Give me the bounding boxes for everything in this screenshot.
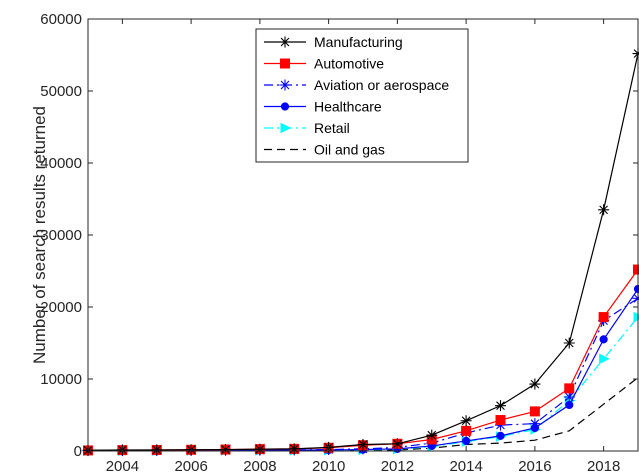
- y-tick-label-1: 10000: [40, 371, 82, 388]
- data-point-1-11: [461, 425, 472, 436]
- legend-marker-2: [279, 79, 291, 91]
- y-tick-label-6: 60000: [40, 11, 82, 28]
- data-point-2-12: [495, 419, 506, 431]
- data-point-0-9: [391, 438, 403, 450]
- legend-label-1: Automotive: [314, 56, 384, 72]
- data-point-0-10: [426, 429, 438, 441]
- data-point-3-15: [599, 335, 608, 344]
- data-point-0-4: [220, 444, 231, 456]
- legend: Manufacturing Automotive Aviation or aeros…: [255, 28, 469, 163]
- legend-label-5: Oil and gas: [314, 142, 385, 158]
- data-point-1-12: [495, 415, 506, 426]
- data-point-1-14: [564, 383, 575, 394]
- legend-marker-1: [280, 58, 290, 69]
- data-point-0-6: [288, 443, 300, 455]
- x-tick-label-0: 2004: [106, 458, 139, 475]
- legend-label-2: Aviation or aerospace: [314, 77, 449, 93]
- y-tick-label-3: 30000: [40, 227, 82, 244]
- y-tick-label-4: 40000: [40, 155, 82, 172]
- legend-label-3: Healthcare: [314, 99, 382, 115]
- data-point-0-15: [598, 204, 610, 216]
- data-point-0-14: [563, 337, 575, 349]
- legend-entry-5: Oil and gas: [264, 142, 385, 158]
- data-point-4-15: [599, 353, 610, 365]
- legend-label-4: Retail: [314, 120, 350, 136]
- data-point-2-13: [529, 418, 541, 430]
- x-tick-label-4: 2012: [381, 458, 414, 475]
- x-tick-label-6: 2016: [518, 458, 551, 475]
- data-point-0-11: [460, 415, 472, 427]
- x-tick-label-7: 2018: [587, 458, 620, 475]
- x-tick-label-1: 2006: [174, 458, 207, 475]
- x-tick-label-3: 2010: [312, 458, 345, 475]
- data-point-0-8: [357, 439, 369, 451]
- legend-entry-2: Aviation or aerospace: [264, 77, 449, 93]
- data-point-1-15: [598, 312, 609, 323]
- y-tick-label-2: 20000: [40, 299, 82, 316]
- legend-marker-4: [280, 122, 292, 134]
- legend-entry-4: Retail: [264, 120, 350, 136]
- data-point-3-12: [496, 431, 505, 440]
- legend-box: [255, 28, 469, 163]
- y-tick-label-0: 0: [74, 443, 82, 460]
- legend-entry-1: Automotive: [264, 56, 384, 72]
- x-tick-label-2: 2008: [243, 458, 276, 475]
- data-point-2-14: [563, 391, 575, 403]
- data-point-0-13: [529, 378, 541, 390]
- y-axis-label: Number of search results returned: [30, 106, 49, 364]
- series-line-2: [87, 297, 639, 452]
- legend-marker-3: [280, 102, 290, 111]
- legend-entry-3: Healthcare: [264, 99, 382, 115]
- legend-entry-0: Manufacturing: [264, 34, 403, 50]
- x-tick-label-5: 2014: [449, 458, 482, 475]
- legend-marker-0: [279, 36, 291, 48]
- data-point-0-12: [495, 400, 506, 412]
- axes-layer: 2004 2006 2008 2010 2012 2014 2016 2018 0 10000 20…: [40, 11, 639, 475]
- data-point-0-2: [151, 444, 163, 456]
- y-tick-label-5: 50000: [40, 83, 82, 100]
- legend-label-0: Manufacturing: [314, 34, 403, 50]
- data-point-1-13: [529, 406, 540, 417]
